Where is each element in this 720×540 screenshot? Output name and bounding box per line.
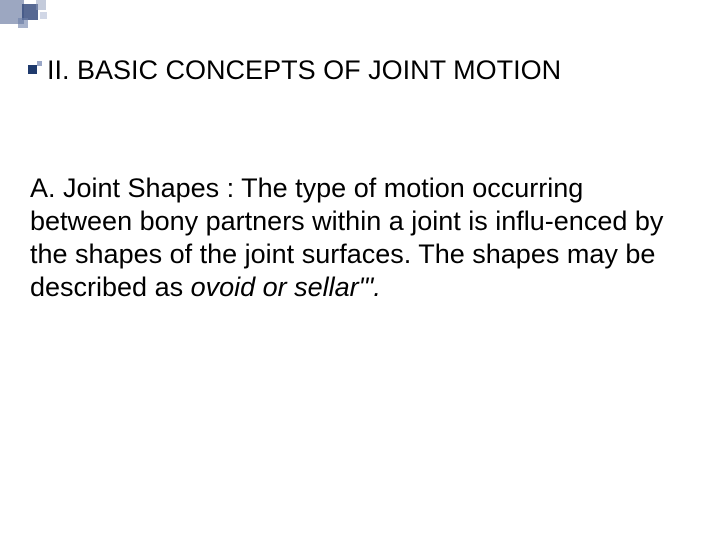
decor-square xyxy=(36,0,46,10)
heading-sep: . xyxy=(62,55,77,85)
bullet-icon xyxy=(28,61,43,76)
body-text: A. Joint Shapes : The type of motion occ… xyxy=(30,172,670,304)
corner-decoration xyxy=(0,0,140,36)
decor-square xyxy=(40,12,47,19)
heading-roman: II xyxy=(47,55,62,85)
body-lead: A. Joint Shapes : xyxy=(30,173,241,203)
body-paragraph: A. Joint Shapes : The type of motion occ… xyxy=(30,172,670,304)
heading-text: II. BASIC CONCEPTS OF JOINT MOTION xyxy=(47,54,561,86)
heading-title: BASIC CONCEPTS OF JOINT MOTION xyxy=(77,55,561,85)
section-heading: II. BASIC CONCEPTS OF JOINT MOTION xyxy=(28,54,692,86)
body-italic: ovoid or sellar"'. xyxy=(191,272,381,302)
decor-square xyxy=(18,18,28,28)
